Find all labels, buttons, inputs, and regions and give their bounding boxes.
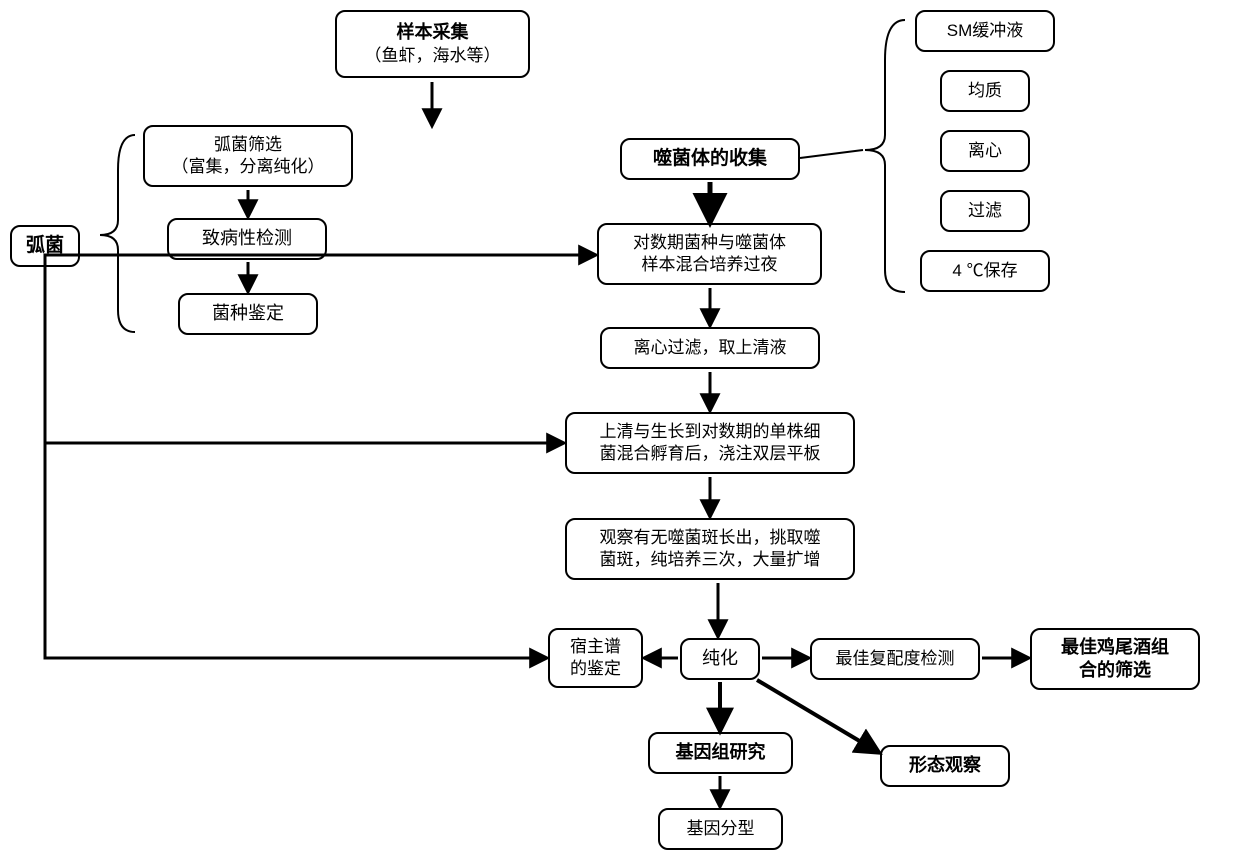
node-vibrio-screen: 弧菌筛选 （富集，分离纯化）	[143, 125, 353, 187]
node-vibrio-label: 弧菌	[10, 225, 80, 267]
node-host-range: 宿主谱 的鉴定	[548, 628, 643, 688]
node-sm-buffer: SM缓冲液	[915, 10, 1055, 52]
node-cocktail-l2: 合的筛选	[1079, 659, 1151, 682]
node-sample-subtitle: （鱼虾，海水等）	[365, 45, 501, 67]
node-purify: 纯化	[680, 638, 760, 680]
node-filter1: 过滤	[940, 190, 1030, 232]
node-host-range-l2: 的鉴定	[570, 658, 621, 680]
node-pathogenicity: 致病性检测	[167, 218, 327, 260]
node-coculture-plate: 上清与生长到对数期的单株细 菌混合孵育后，浇注双层平板	[565, 412, 855, 474]
node-store4c: 4 ℃保存	[920, 250, 1050, 292]
node-homogenize: 均质	[940, 70, 1030, 112]
node-vibrio-screen-title: 弧菌筛选	[214, 134, 282, 156]
node-mix-overnight-l1: 对数期菌种与噬菌体	[633, 232, 786, 254]
node-observe-plaques: 观察有无噬菌斑长出，挑取噬 菌斑，纯培养三次，大量扩增	[565, 518, 855, 580]
node-mix-overnight-l2: 样本混合培养过夜	[642, 254, 778, 276]
node-centrifuge1: 离心	[940, 130, 1030, 172]
node-genome: 基因组研究	[648, 732, 793, 774]
node-genotype: 基因分型	[658, 808, 783, 850]
node-vibrio-screen-subtitle: （富集，分离纯化）	[172, 156, 325, 178]
node-host-range-l1: 宿主谱	[570, 636, 621, 658]
node-sample: 样本采集 （鱼虾，海水等）	[335, 10, 530, 78]
node-cocktail: 最佳鸡尾酒组 合的筛选	[1030, 628, 1200, 690]
node-mix-overnight: 对数期菌种与噬菌体 样本混合培养过夜	[597, 223, 822, 285]
node-strain-id: 菌种鉴定	[178, 293, 318, 335]
node-centrifuge-filter: 离心过滤，取上清液	[600, 327, 820, 369]
node-observe-plaques-l2: 菌斑，纯培养三次，大量扩增	[600, 549, 821, 571]
node-cocktail-l1: 最佳鸡尾酒组	[1061, 636, 1169, 659]
node-moi-test: 最佳复配度检测	[810, 638, 980, 680]
node-sample-title: 样本采集	[397, 21, 469, 44]
node-morphology: 形态观察	[880, 745, 1010, 787]
node-coculture-plate-l1: 上清与生长到对数期的单株细	[600, 421, 821, 443]
node-observe-plaques-l1: 观察有无噬菌斑长出，挑取噬	[600, 527, 821, 549]
node-phage-collect: 噬菌体的收集	[620, 138, 800, 180]
node-coculture-plate-l2: 菌混合孵育后，浇注双层平板	[600, 443, 821, 465]
